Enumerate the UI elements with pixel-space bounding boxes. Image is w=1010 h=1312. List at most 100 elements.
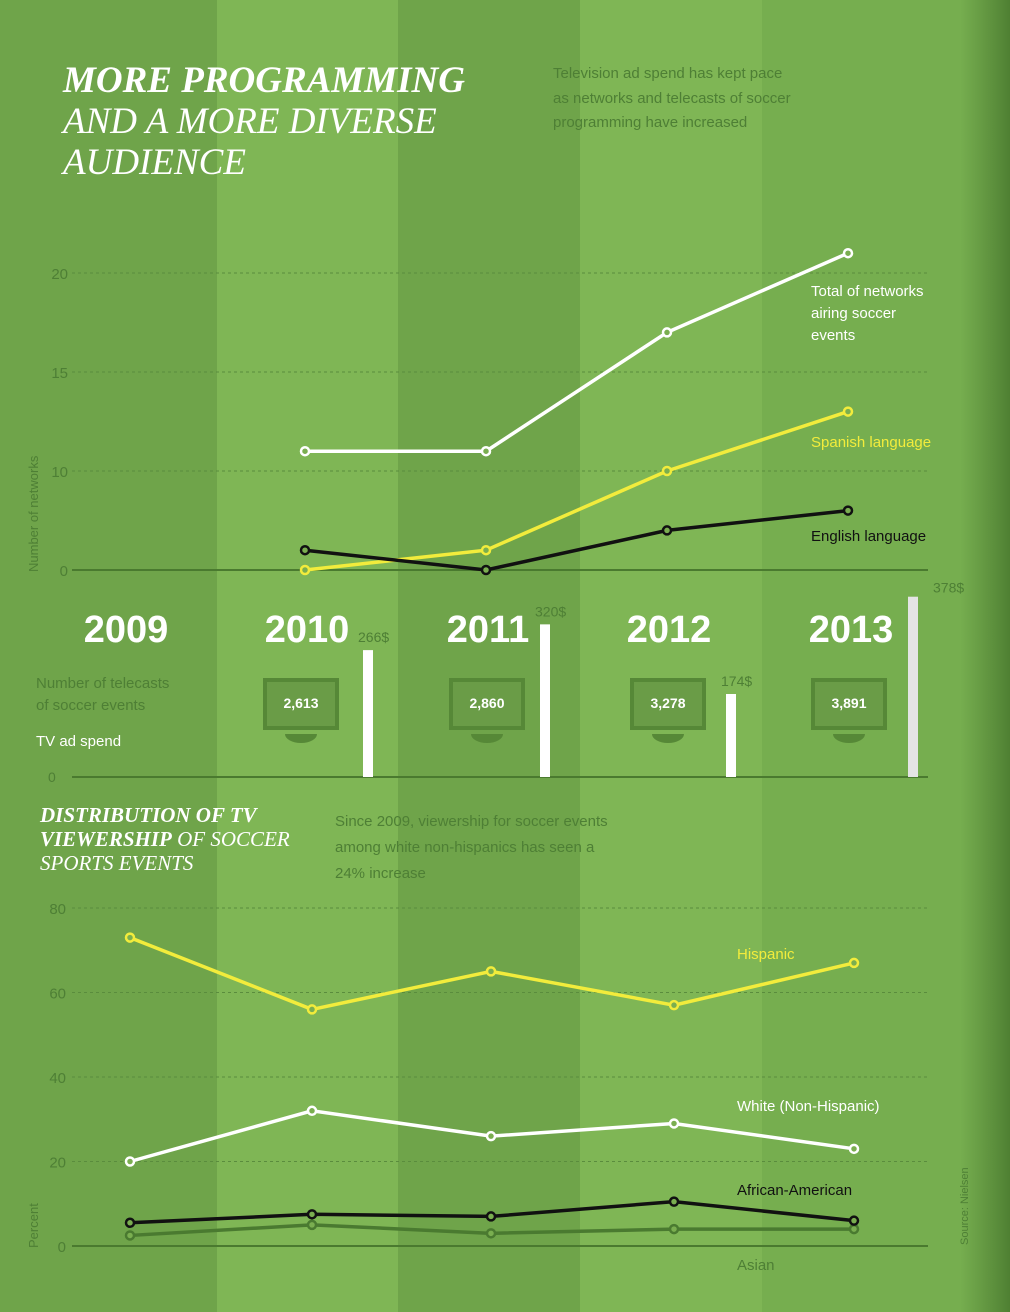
- data-point: [668, 1223, 680, 1235]
- y-tick-label: 0: [58, 1239, 66, 1256]
- percent-axis-label: Percent: [26, 1203, 41, 1248]
- section-title-line-2: VIEWERSHIP OF SOCCER: [40, 827, 290, 851]
- data-point: [306, 1004, 318, 1015]
- ad-spend-bar: [363, 650, 373, 777]
- title-line-2: AND A MORE DIVERSE: [60, 101, 437, 142]
- source-note: Source: Nielsen: [959, 1167, 971, 1245]
- telecast-count: 3,891: [831, 695, 866, 711]
- data-point: [661, 525, 673, 536]
- ad-spend-label: TV ad spend: [36, 733, 121, 750]
- data-point: [124, 1156, 136, 1167]
- y-tick-label: 10: [51, 464, 68, 481]
- section-subtitle-line-1: Since 2009, viewership for soccer events: [335, 813, 608, 830]
- section-title-line-1: DISTRIBUTION OF TV: [39, 803, 259, 827]
- series-label: events: [811, 327, 855, 344]
- data-point: [848, 957, 860, 969]
- telecasts-label-1: Number of telecasts: [36, 675, 169, 692]
- year-label: 2013: [809, 609, 894, 651]
- tv-screen: [263, 678, 339, 730]
- section-title-bold: VIEWERSHIP: [40, 827, 172, 851]
- data-point: [848, 1215, 860, 1226]
- year-label: 2009: [84, 609, 169, 651]
- page-title: MORE PROGRAMMING AND A MORE DIVERSE AUDI…: [60, 60, 465, 183]
- ad-spend-bar: [726, 694, 736, 777]
- series-line: [304, 508, 849, 572]
- tv-stand: [652, 734, 684, 743]
- title-line-1: MORE PROGRAMMING: [62, 60, 465, 101]
- tv-monitor-icon: [263, 678, 339, 743]
- data-point: [306, 1209, 318, 1220]
- tv-monitor-icon: [449, 678, 525, 743]
- telecast-count: 3,278: [650, 695, 685, 711]
- telecast-count: 2,613: [283, 695, 318, 711]
- page-subtitle: Television ad spend has kept pace as net…: [553, 65, 791, 131]
- data-point: [842, 406, 854, 417]
- section-title-rest: OF SOCCER: [172, 827, 290, 851]
- telecasts-adspend-chart: 2009 2010 2,613 266$ 2011 2,860 320$ 2012 3,278 1…: [72, 580, 964, 778]
- tv-screen: [449, 678, 525, 730]
- year-label: 2010: [265, 609, 350, 651]
- section-subtitle: Since 2009, viewership for soccer events…: [335, 813, 608, 882]
- data-point: [485, 1130, 497, 1142]
- tv-monitor-icon: [630, 678, 706, 743]
- series-label: African-American: [737, 1182, 852, 1199]
- ad-spend-label: 266$: [358, 629, 389, 645]
- series-line: [305, 251, 849, 453]
- data-point: [485, 966, 497, 977]
- year-label: 2011: [447, 609, 529, 651]
- data-point: [306, 1219, 318, 1231]
- y-tick-label: 80: [49, 901, 66, 918]
- data-point: [848, 1143, 860, 1155]
- series-label: Total of networks: [811, 283, 924, 300]
- subtitle-line-2: as networks and telecasts of soccer: [553, 90, 791, 107]
- y-tick-label: 0: [60, 563, 68, 580]
- data-point: [299, 445, 311, 457]
- title-line-3: AUDIENCE: [60, 142, 246, 183]
- year-label: 2012: [627, 609, 712, 651]
- ad-spend-bar: [908, 596, 918, 777]
- data-point: [299, 544, 311, 556]
- section-title: DISTRIBUTION OF TV VIEWERSHIP OF SOCCER …: [39, 803, 290, 875]
- ad-spend-bar: [540, 624, 550, 777]
- networks-axis-label: Number of networks: [26, 455, 41, 572]
- ad-spend-label: 378$: [933, 580, 964, 596]
- data-point: [842, 247, 854, 259]
- data-point: [668, 1196, 680, 1207]
- viewership-chart: 0 20 40 60 80 Asian African-American White (Non…: [49, 901, 928, 1274]
- tv-screen: [630, 678, 706, 730]
- data-point: [485, 1228, 497, 1239]
- data-point: [848, 1223, 860, 1235]
- series-label: Asian: [737, 1257, 775, 1274]
- data-point: [480, 544, 492, 556]
- telecast-count: 2,860: [469, 695, 504, 711]
- data-point: [124, 1217, 136, 1229]
- ad-spend-label: 174$: [721, 673, 752, 689]
- data-point: [668, 999, 680, 1011]
- section-title-line-3: SPORTS EVENTS: [40, 851, 194, 875]
- data-point: [661, 465, 673, 477]
- y-tick-label: 20: [51, 266, 68, 283]
- data-point: [299, 564, 311, 576]
- ad-spend-label: 320$: [535, 603, 566, 619]
- tv-stand: [285, 734, 317, 743]
- y-tick-label: 15: [51, 365, 68, 382]
- data-point: [661, 327, 673, 338]
- data-point: [480, 445, 492, 457]
- subtitle-line-3: programming have increased: [553, 114, 747, 131]
- series-label: White (Non-Hispanic): [737, 1098, 880, 1115]
- section-subtitle-line-3: 24% increase: [335, 865, 426, 882]
- y-tick-label: 20: [49, 1155, 66, 1172]
- ad-spend-zero-label: 0: [48, 769, 56, 785]
- tv-stand: [471, 734, 503, 743]
- subtitle-line-1: Television ad spend has kept pace: [553, 65, 782, 82]
- telecasts-legend: Number of telecasts of soccer events: [36, 675, 169, 714]
- series-label: airing soccer: [811, 305, 896, 322]
- tv-stand: [833, 734, 865, 743]
- data-point: [668, 1118, 680, 1129]
- data-point: [306, 1105, 318, 1117]
- telecasts-label-2: of soccer events: [36, 697, 145, 714]
- data-point: [485, 1211, 497, 1222]
- section-subtitle-line-2: among white non-hispanics has seen a: [335, 839, 595, 856]
